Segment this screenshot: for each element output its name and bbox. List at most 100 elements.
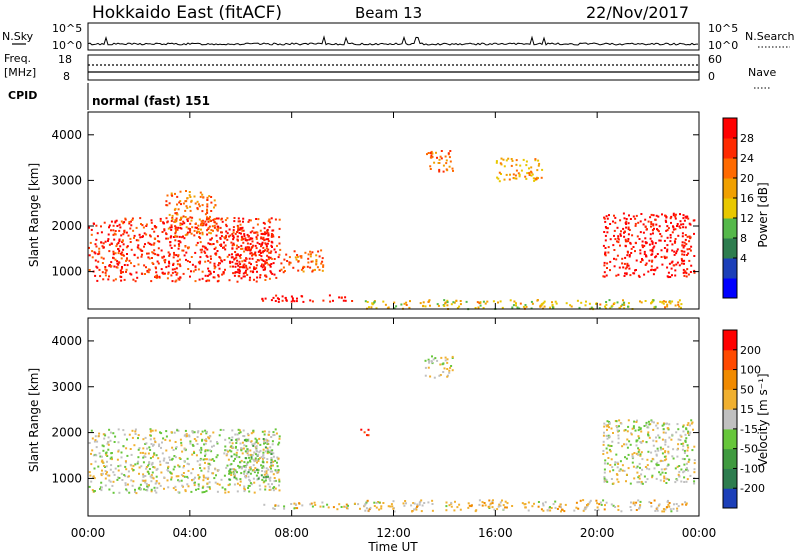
data-cell	[655, 453, 658, 456]
data-cell	[117, 263, 120, 266]
data-cell	[277, 443, 280, 446]
data-cell	[556, 508, 559, 510]
data-cell	[612, 469, 615, 472]
data-cell	[272, 431, 275, 434]
data-cell	[412, 502, 415, 504]
data-cell	[182, 215, 185, 218]
data-cell	[245, 264, 248, 267]
data-cell	[606, 231, 609, 234]
data-cell	[413, 508, 416, 511]
data-cell	[267, 256, 270, 259]
data-cell	[94, 259, 97, 262]
data-cell	[260, 464, 263, 467]
data-cell	[171, 446, 174, 449]
data-cell	[665, 467, 668, 470]
data-cell	[656, 509, 659, 512]
data-cell	[336, 508, 339, 511]
data-cell	[119, 464, 122, 467]
data-cell	[272, 262, 275, 265]
data-cell	[179, 276, 182, 279]
data-cell	[224, 244, 227, 247]
data-cell	[209, 238, 212, 241]
data-cell	[165, 217, 168, 220]
data-cell	[558, 505, 561, 508]
data-cell	[158, 275, 161, 278]
data-cell	[498, 171, 501, 174]
data-cell	[173, 251, 175, 254]
data-cell	[132, 229, 135, 232]
data-cell	[378, 501, 381, 504]
data-cell	[104, 266, 107, 268]
data-cell	[204, 220, 207, 223]
data-cell	[609, 269, 611, 272]
data-cell	[443, 305, 446, 307]
data-cell	[175, 254, 178, 257]
data-cell	[94, 460, 97, 463]
data-cell	[650, 419, 653, 422]
data-cell	[255, 218, 258, 220]
data-cell	[184, 245, 187, 248]
data-cell	[617, 441, 620, 444]
data-cell	[182, 235, 184, 238]
data-cell	[213, 199, 216, 202]
data-cell	[252, 469, 255, 471]
data-cell	[271, 229, 274, 232]
data-cell	[465, 300, 468, 303]
data-cell	[640, 473, 643, 476]
data-cell	[228, 478, 231, 481]
data-cell	[202, 196, 205, 199]
data-cell	[133, 234, 136, 237]
data-cell	[113, 265, 116, 268]
cpid-value: normal (fast) 151	[92, 94, 210, 108]
data-cell	[206, 229, 209, 232]
data-cell	[161, 256, 164, 259]
data-cell	[156, 240, 159, 243]
data-cell	[140, 465, 143, 468]
data-cell	[377, 501, 379, 503]
data-cell	[667, 271, 670, 274]
data-cell	[266, 231, 269, 234]
data-cell	[210, 229, 213, 232]
data-cell	[652, 421, 655, 424]
data-cell	[206, 203, 209, 206]
data-cell	[238, 275, 241, 278]
data-cell	[175, 226, 177, 229]
data-cell	[168, 439, 171, 442]
data-cell	[206, 209, 209, 212]
data-cell	[254, 457, 257, 460]
data-cell	[652, 299, 655, 302]
data-cell	[259, 252, 262, 254]
data-cell	[150, 221, 153, 224]
data-cell	[624, 256, 627, 259]
data-cell	[227, 458, 230, 461]
data-cell	[213, 248, 216, 250]
data-cell	[260, 255, 263, 258]
data-cell	[617, 463, 620, 465]
data-cell	[263, 430, 266, 433]
data-cell	[125, 488, 128, 491]
data-cell	[197, 474, 200, 477]
data-cell	[411, 510, 413, 513]
data-cell	[184, 429, 187, 432]
data-cell	[181, 249, 184, 252]
data-cell	[681, 232, 684, 235]
data-cell	[668, 262, 671, 265]
data-cell	[634, 269, 636, 272]
data-cell	[232, 226, 235, 229]
data-cell	[134, 491, 136, 493]
data-cell	[546, 509, 549, 512]
data-cell	[116, 260, 119, 263]
data-cell	[684, 234, 687, 236]
data-cell	[102, 461, 104, 464]
data-cell	[237, 226, 240, 229]
data-cell	[222, 429, 225, 431]
data-cell	[639, 453, 642, 456]
data-cell	[650, 451, 653, 454]
data-cell	[639, 466, 641, 469]
data-cell	[135, 239, 138, 242]
data-cell	[250, 432, 253, 435]
data-cell	[170, 247, 173, 249]
data-cell	[227, 450, 230, 453]
range-tick-label: 3000	[51, 173, 82, 187]
data-cell	[239, 227, 242, 230]
